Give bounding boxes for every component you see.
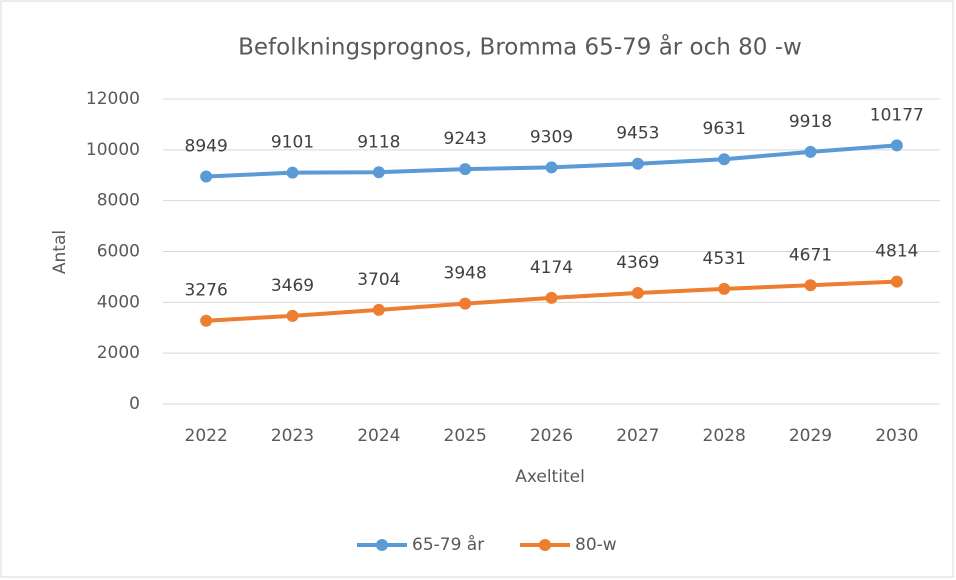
legend-label: 80-w (575, 535, 617, 555)
data-point (631, 286, 644, 299)
legend-label: 65-79 år (412, 534, 484, 555)
y-tick-label: 10000 (86, 140, 140, 160)
data-point (718, 153, 731, 166)
data-point (545, 161, 558, 174)
data-label: 4174 (530, 258, 573, 278)
data-label: 3704 (357, 270, 400, 290)
data-label: 4531 (703, 249, 746, 269)
x-tick-label: 2025 (444, 426, 487, 446)
data-label: 3948 (444, 264, 487, 284)
data-point (200, 314, 213, 327)
y-tick-label: 2000 (97, 343, 140, 363)
data-label: 9631 (703, 119, 746, 139)
data-label: 4671 (789, 245, 832, 265)
x-axis-title: Axeltitel (515, 467, 585, 487)
data-point (804, 145, 817, 158)
x-tick-label: 2026 (530, 426, 573, 446)
data-point (286, 309, 299, 322)
data-point (459, 297, 472, 310)
legend-marker (539, 539, 551, 551)
y-tick-label: 6000 (97, 242, 140, 262)
x-tick-label: 2029 (789, 426, 832, 446)
x-tick-label: 2027 (616, 426, 659, 446)
data-point (890, 139, 903, 152)
data-label: 9118 (357, 132, 400, 152)
data-point (372, 166, 385, 179)
data-point (459, 163, 472, 176)
chart-title: Befolkningsprognos, Bromma 65-79 år och … (238, 33, 802, 61)
data-label: 9918 (789, 112, 832, 132)
data-label: 9453 (616, 124, 659, 144)
data-point (631, 157, 644, 170)
x-tick-label: 2028 (703, 426, 746, 446)
data-label: 4814 (875, 242, 918, 262)
data-label: 3276 (185, 281, 228, 301)
y-tick-label: 4000 (97, 292, 140, 312)
data-label: 9101 (271, 133, 314, 153)
y-tick-label: 8000 (97, 191, 140, 211)
x-tick-label: 2030 (875, 426, 918, 446)
data-label: 9309 (530, 127, 573, 147)
data-label: 8949 (185, 137, 228, 157)
legend-marker (376, 539, 388, 551)
data-point (545, 291, 558, 304)
data-point (804, 279, 817, 292)
data-point (890, 275, 903, 288)
data-point (286, 166, 299, 179)
x-tick-label: 2022 (185, 426, 228, 446)
data-label: 3469 (271, 276, 314, 296)
y-tick-label: 0 (129, 394, 140, 414)
x-tick-label: 2024 (357, 426, 400, 446)
data-label: 4369 (616, 253, 659, 273)
y-axis-title: Antal (50, 230, 70, 274)
data-label: 9243 (444, 129, 487, 149)
x-tick-label: 2023 (271, 426, 314, 446)
data-point (372, 303, 385, 316)
data-point (200, 170, 213, 183)
y-tick-label: 12000 (86, 89, 140, 109)
data-point (718, 282, 731, 295)
data-label: 10177 (870, 105, 924, 125)
